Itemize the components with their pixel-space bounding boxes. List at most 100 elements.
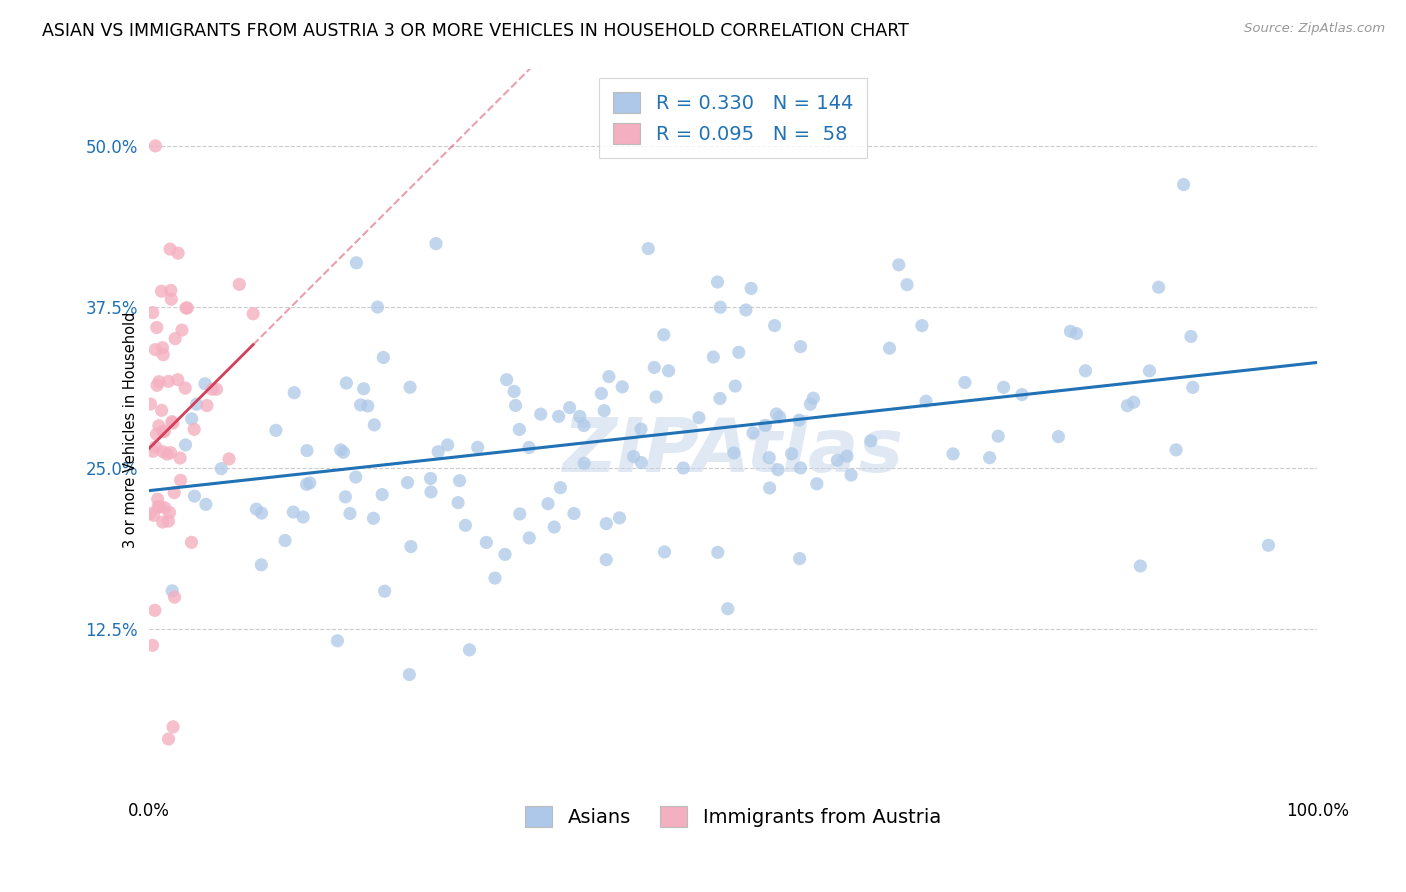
Point xyxy=(724,379,747,393)
Point xyxy=(344,256,367,270)
Point xyxy=(449,474,471,488)
Point xyxy=(505,399,527,413)
Point xyxy=(572,456,595,470)
Point xyxy=(146,500,169,514)
Point xyxy=(329,442,352,457)
Point xyxy=(152,444,174,458)
Point xyxy=(425,236,447,251)
Point xyxy=(758,481,780,495)
Point xyxy=(769,410,792,425)
Point xyxy=(827,453,849,467)
Point xyxy=(1139,364,1161,378)
Point xyxy=(572,418,595,433)
Point xyxy=(562,507,585,521)
Point xyxy=(643,360,665,375)
Point xyxy=(1059,324,1081,338)
Point xyxy=(593,403,616,417)
Point xyxy=(167,246,190,260)
Point xyxy=(141,638,163,652)
Point xyxy=(228,277,250,292)
Point xyxy=(371,487,394,501)
Point xyxy=(709,392,731,406)
Point xyxy=(166,373,188,387)
Point xyxy=(335,376,357,390)
Point xyxy=(349,398,371,412)
Point xyxy=(339,507,361,521)
Point xyxy=(517,531,540,545)
Point xyxy=(159,284,181,298)
Point xyxy=(160,583,183,598)
Point xyxy=(806,476,828,491)
Point xyxy=(740,281,762,295)
Point xyxy=(688,410,710,425)
Point xyxy=(159,445,181,459)
Point xyxy=(509,507,531,521)
Point xyxy=(658,364,681,378)
Point xyxy=(153,500,176,515)
Point xyxy=(174,381,197,395)
Point xyxy=(789,340,811,354)
Point xyxy=(160,415,183,429)
Point xyxy=(148,500,170,514)
Point xyxy=(789,551,811,566)
Point xyxy=(1047,429,1070,443)
Point xyxy=(709,300,731,314)
Point xyxy=(801,391,824,405)
Point xyxy=(398,667,420,681)
Point xyxy=(396,475,419,490)
Point xyxy=(1147,280,1170,294)
Point xyxy=(160,292,183,306)
Point xyxy=(1129,558,1152,573)
Point xyxy=(139,397,162,411)
Point xyxy=(630,422,652,436)
Point xyxy=(458,643,481,657)
Point xyxy=(399,380,422,394)
Point xyxy=(1173,178,1195,192)
Point xyxy=(436,438,458,452)
Point xyxy=(357,399,380,413)
Point xyxy=(142,444,165,458)
Point xyxy=(454,518,477,533)
Point xyxy=(169,473,191,487)
Point xyxy=(1164,442,1187,457)
Point xyxy=(332,445,354,459)
Point xyxy=(139,507,162,521)
Point xyxy=(495,373,517,387)
Point xyxy=(517,441,540,455)
Point xyxy=(176,301,198,315)
Point xyxy=(447,495,470,509)
Point xyxy=(353,382,375,396)
Point xyxy=(735,303,758,318)
Point xyxy=(374,584,396,599)
Point xyxy=(143,343,166,357)
Point xyxy=(702,350,724,364)
Point xyxy=(209,461,232,475)
Point xyxy=(595,552,617,566)
Point xyxy=(942,447,965,461)
Point xyxy=(859,434,882,448)
Point xyxy=(652,327,675,342)
Point xyxy=(363,417,385,432)
Point xyxy=(1257,538,1279,552)
Legend: Asians, Immigrants from Austria: Asians, Immigrants from Austria xyxy=(517,798,949,835)
Point xyxy=(150,284,173,298)
Point xyxy=(503,384,526,399)
Point xyxy=(195,399,218,413)
Point xyxy=(157,375,180,389)
Point xyxy=(879,341,901,355)
Point xyxy=(787,413,810,427)
Point xyxy=(169,450,191,465)
Point xyxy=(419,471,441,485)
Point xyxy=(550,481,572,495)
Point xyxy=(1066,326,1088,341)
Point xyxy=(754,418,776,433)
Point xyxy=(484,571,506,585)
Point xyxy=(145,139,167,153)
Point xyxy=(363,511,385,525)
Point xyxy=(145,427,167,442)
Point xyxy=(537,497,560,511)
Point xyxy=(152,425,174,439)
Point xyxy=(201,382,224,396)
Point xyxy=(157,732,180,747)
Point xyxy=(152,348,174,362)
